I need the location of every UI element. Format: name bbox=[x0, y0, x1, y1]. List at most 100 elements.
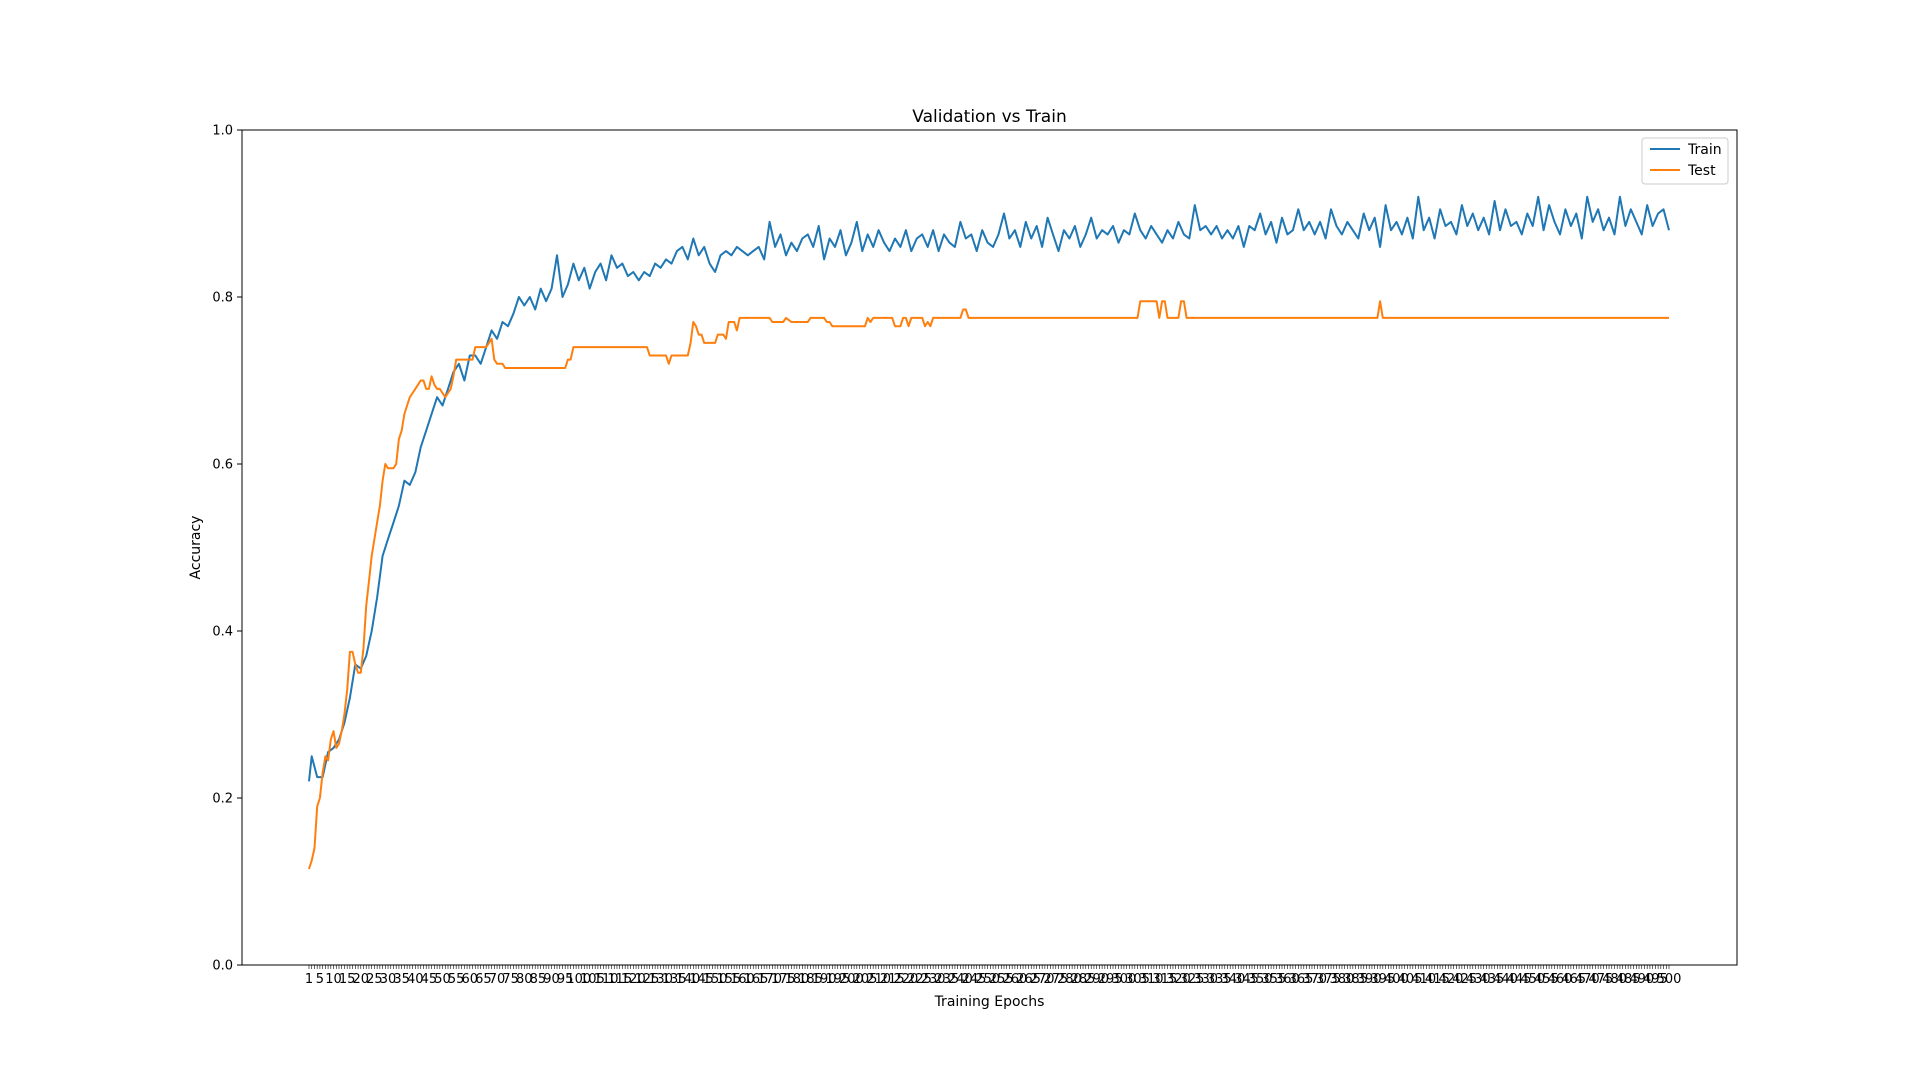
legend-train-label: Train bbox=[1687, 142, 1722, 158]
x-tick-label: 485 bbox=[1616, 972, 1641, 987]
x-tick-label: 465 bbox=[1561, 972, 1586, 987]
x-tick-label: 450 bbox=[1520, 972, 1545, 987]
x-tick-label: 440 bbox=[1493, 972, 1518, 987]
x-tick-label: 300 bbox=[1111, 972, 1136, 987]
x-tick-label: 220 bbox=[893, 972, 918, 987]
plot-area bbox=[242, 130, 1737, 965]
x-tick-label: 480 bbox=[1602, 972, 1627, 987]
x-tick-label: 385 bbox=[1343, 972, 1368, 987]
x-tick-label: 360 bbox=[1275, 972, 1300, 987]
x-tick-label: 375 bbox=[1316, 972, 1341, 987]
x-tick-label: 355 bbox=[1261, 972, 1286, 987]
x-tick-label: 345 bbox=[1234, 972, 1259, 987]
x-tick-label: 475 bbox=[1588, 972, 1613, 987]
x-tick-label: 365 bbox=[1289, 972, 1314, 987]
x-tick-label: 500 bbox=[1657, 972, 1682, 987]
y-tick-label: 1.0 bbox=[212, 124, 233, 139]
series-line-test bbox=[308, 300, 1669, 870]
x-tick-label: 495 bbox=[1643, 972, 1668, 987]
x-tick-label: 120 bbox=[621, 972, 646, 987]
y-tick-label: 0.2 bbox=[212, 792, 233, 807]
x-tick-label: 105 bbox=[580, 972, 605, 987]
x-tick-label: 100 bbox=[566, 972, 591, 987]
x-tick-label: 180 bbox=[784, 972, 809, 987]
x-tick-label: 195 bbox=[825, 972, 850, 987]
x-tick-label: 405 bbox=[1398, 972, 1423, 987]
x-tick-label: 395 bbox=[1370, 972, 1395, 987]
x-tick-label: 430 bbox=[1466, 972, 1491, 987]
x-tick-label: 380 bbox=[1330, 972, 1355, 987]
x-tick-label: 110 bbox=[594, 972, 619, 987]
x-tick-label: 325 bbox=[1180, 972, 1205, 987]
x-tick-label: 95 bbox=[557, 972, 574, 987]
x-tick-label: 255 bbox=[989, 972, 1014, 987]
chart-title: Validation vs Train bbox=[912, 107, 1066, 127]
x-tick-label: 445 bbox=[1507, 972, 1532, 987]
x-tick-label: 15 bbox=[339, 972, 356, 987]
legend-test-label: Test bbox=[1687, 163, 1716, 179]
x-tick-label: 10 bbox=[325, 972, 342, 987]
x-tick-label: 390 bbox=[1357, 972, 1382, 987]
x-tick-label: 145 bbox=[689, 972, 714, 987]
x-tick-label: 150 bbox=[703, 972, 728, 987]
legend: Train Test bbox=[1641, 137, 1729, 185]
x-tick-label: 90 bbox=[543, 972, 560, 987]
x-tick-label: 270 bbox=[1030, 972, 1055, 987]
x-tick-label: 140 bbox=[675, 972, 700, 987]
series-line-train bbox=[308, 195, 1670, 782]
x-tick-label: 230 bbox=[921, 972, 946, 987]
x-tick-label: 80 bbox=[516, 972, 533, 987]
x-tick-label: 125 bbox=[635, 972, 660, 987]
x-tick-label: 170 bbox=[757, 972, 782, 987]
x-tick-label: 5 bbox=[316, 972, 324, 987]
x-tick-label: 285 bbox=[1071, 972, 1096, 987]
y-axis-label: Accuracy bbox=[188, 516, 204, 580]
x-tick-label: 320 bbox=[1166, 972, 1191, 987]
x-tick-label: 65 bbox=[475, 972, 492, 987]
x-tick-label: 280 bbox=[1057, 972, 1082, 987]
x-tick-label: 50 bbox=[434, 972, 451, 987]
x-tick-label: 455 bbox=[1534, 972, 1559, 987]
x-tick-label: 490 bbox=[1629, 972, 1654, 987]
x-tick-label: 330 bbox=[1193, 972, 1218, 987]
x-tick-label: 470 bbox=[1575, 972, 1600, 987]
x-tick-label: 200 bbox=[839, 972, 864, 987]
x-tick-label: 60 bbox=[462, 972, 479, 987]
y-tick-label: 0.0 bbox=[212, 959, 233, 974]
x-tick-label: 35 bbox=[393, 972, 410, 987]
x-tick-label: 225 bbox=[907, 972, 932, 987]
y-tick-label: 0.4 bbox=[212, 625, 233, 640]
x-tick-label: 435 bbox=[1479, 972, 1504, 987]
x-tick-label: 115 bbox=[607, 972, 632, 987]
x-tick-label: 310 bbox=[1139, 972, 1164, 987]
x-tick-label: 305 bbox=[1125, 972, 1150, 987]
x-tick-label: 235 bbox=[934, 972, 959, 987]
x-tick-label: 75 bbox=[502, 972, 519, 987]
x-tick-label: 45 bbox=[421, 972, 438, 987]
x-tick-label: 250 bbox=[975, 972, 1000, 987]
x-tick-label: 340 bbox=[1221, 972, 1246, 987]
series-layer bbox=[308, 195, 1670, 870]
x-tick-label: 315 bbox=[1152, 972, 1177, 987]
x-tick-label: 160 bbox=[730, 972, 755, 987]
x-tick-label: 460 bbox=[1548, 972, 1573, 987]
x-tick-label: 85 bbox=[530, 972, 547, 987]
x-tick-label: 415 bbox=[1425, 972, 1450, 987]
x-tick-label: 155 bbox=[716, 972, 741, 987]
y-tick-label: 0.8 bbox=[212, 291, 233, 306]
x-tick-label: 370 bbox=[1302, 972, 1327, 987]
x-tick-label: 400 bbox=[1384, 972, 1409, 987]
x-tick-label: 40 bbox=[407, 972, 424, 987]
x-tick-label: 20 bbox=[353, 972, 370, 987]
x-tick-label: 410 bbox=[1411, 972, 1436, 987]
x-tick-label: 295 bbox=[1098, 972, 1123, 987]
x-tick-label: 335 bbox=[1207, 972, 1232, 987]
x-tick-label: 70 bbox=[489, 972, 506, 987]
x-tick-label: 165 bbox=[744, 972, 769, 987]
x-tick-label: 275 bbox=[1043, 972, 1068, 987]
x-tick-label: 190 bbox=[812, 972, 837, 987]
y-tick-label: 0.6 bbox=[212, 458, 233, 473]
x-tick-label: 135 bbox=[662, 972, 687, 987]
x-tick-label: 210 bbox=[866, 972, 891, 987]
